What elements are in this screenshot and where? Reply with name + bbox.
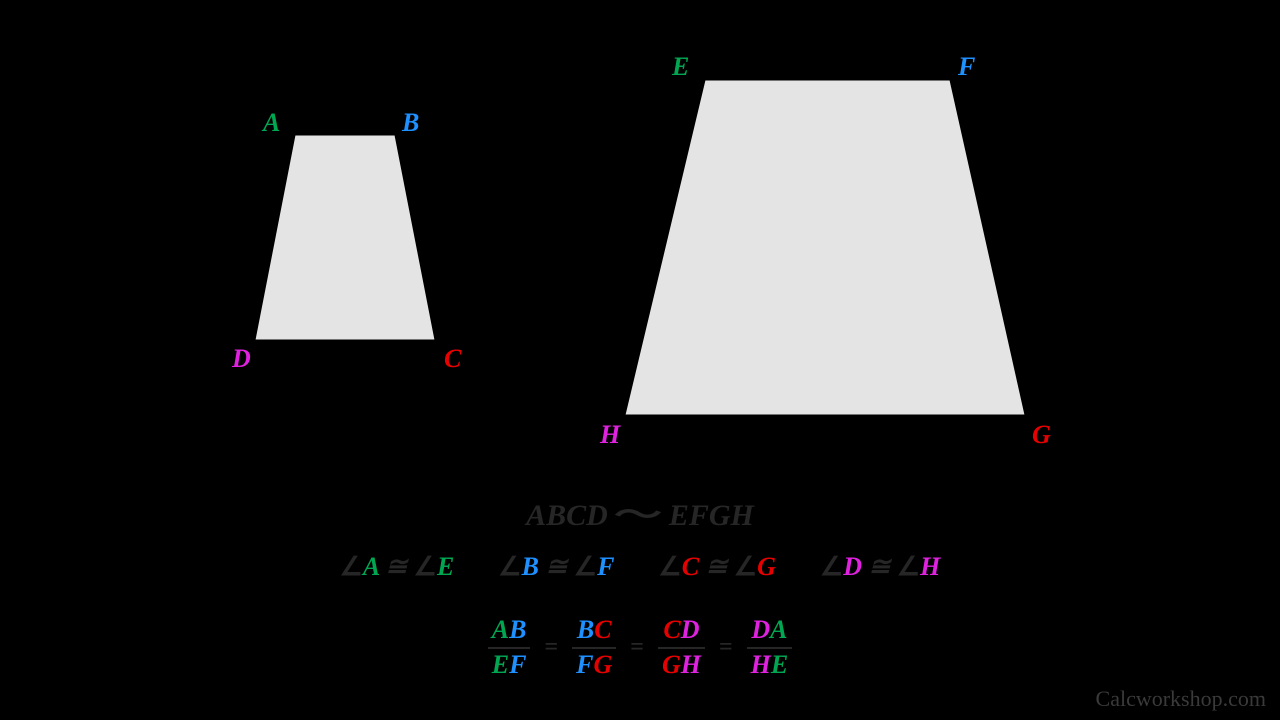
angle-pair: ∠A ≅ ∠E xyxy=(340,552,455,582)
ratio-fraction: ABEF xyxy=(488,616,531,679)
vertex-label-h: H xyxy=(600,420,620,450)
angle-pair: ∠C ≅ ∠G xyxy=(658,552,776,582)
equals-sign: = xyxy=(628,634,646,661)
ratio-fraction: DAHE xyxy=(747,616,793,679)
trapezoid-large xyxy=(0,0,1280,720)
angle-pair: ∠D ≅ ∠H xyxy=(820,552,940,582)
equals-sign: = xyxy=(542,634,560,661)
diagram-stage: A B C D E F G H ABCD 〜 EFGH ∠A ≅ ∠E∠B ≅ … xyxy=(0,0,1280,720)
watermark: Calcworkshop.com xyxy=(1096,686,1266,712)
angle-pair: ∠B ≅ ∠F xyxy=(498,552,614,582)
sim-right: EFGH xyxy=(669,499,754,532)
ratio-fraction: BCFG xyxy=(572,616,616,679)
sim-left: ABCD xyxy=(526,499,608,532)
vertex-label-f: F xyxy=(958,52,975,82)
equals-sign: = xyxy=(717,634,735,661)
ratio-fraction: CDGH xyxy=(658,616,705,679)
similarity-statement: ABCD 〜 EFGH xyxy=(0,490,1280,534)
similar-symbol: 〜 xyxy=(614,490,662,534)
vertex-label-g: G xyxy=(1032,420,1051,450)
vertex-label-e: E xyxy=(672,52,689,82)
side-ratios: ABEF = BCFG = CDGH = DAHE xyxy=(0,616,1280,679)
angle-congruences: ∠A ≅ ∠E ∠B ≅ ∠F ∠C ≅ ∠G ∠D ≅ ∠H xyxy=(0,552,1280,582)
